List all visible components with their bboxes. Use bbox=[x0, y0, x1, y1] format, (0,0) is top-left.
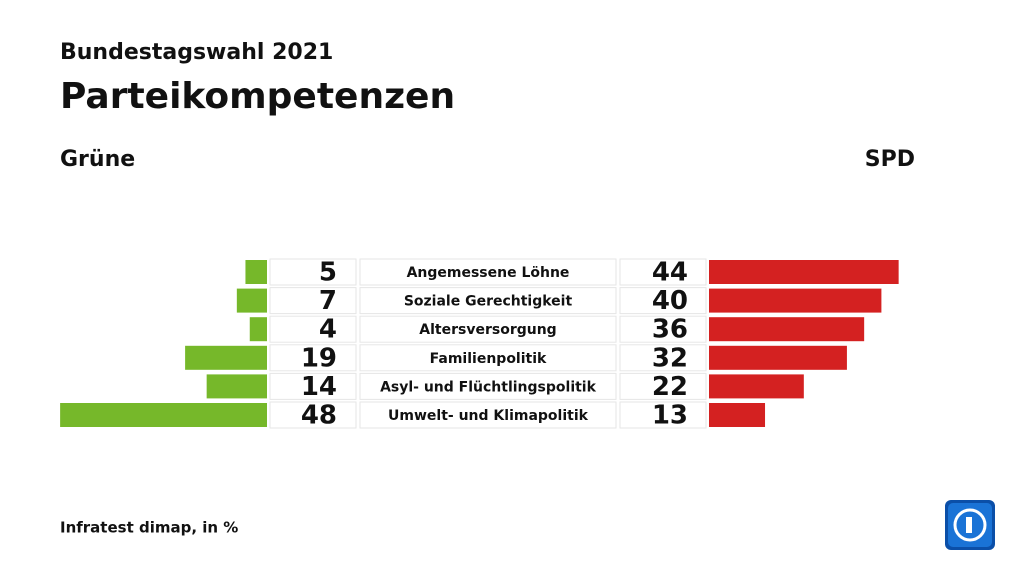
row-box bbox=[619, 258, 707, 286]
value-label: 44 bbox=[652, 258, 688, 288]
row-box bbox=[269, 401, 357, 429]
category-label: Asyl- und Flüchtlingspolitik bbox=[380, 379, 597, 395]
row-box bbox=[359, 401, 617, 429]
value-label: 32 bbox=[652, 343, 688, 373]
bar bbox=[249, 317, 267, 342]
bar bbox=[245, 260, 267, 284]
source-note: Infratest dimap, in % bbox=[60, 519, 238, 537]
category-label: Familienpolitik bbox=[430, 351, 547, 367]
row-box bbox=[359, 372, 617, 400]
category-label: Umwelt- und Klimapolitik bbox=[388, 408, 589, 424]
category-label: Altersversorgung bbox=[419, 322, 556, 338]
row-box bbox=[619, 401, 707, 429]
row-box bbox=[269, 258, 357, 286]
bar bbox=[709, 260, 899, 284]
row-box bbox=[269, 287, 357, 315]
value-label: 4 bbox=[319, 315, 337, 345]
logo bbox=[945, 500, 995, 550]
chart-title: Parteikompetenzen bbox=[60, 76, 455, 117]
category-label: Soziale Gerechtigkeit bbox=[404, 294, 573, 310]
bar bbox=[709, 345, 847, 370]
bar bbox=[236, 288, 267, 313]
value-label: 5 bbox=[319, 258, 337, 288]
bar bbox=[709, 374, 804, 399]
row-box bbox=[619, 344, 707, 372]
supertitle: Bundestagswahl 2021 bbox=[60, 40, 333, 65]
bar bbox=[709, 403, 766, 427]
value-label: 40 bbox=[652, 286, 688, 316]
row-box bbox=[359, 315, 617, 343]
row-box bbox=[359, 258, 617, 286]
value-label: 14 bbox=[301, 372, 337, 402]
category-label: Angemessene Löhne bbox=[407, 265, 570, 281]
value-label: 7 bbox=[319, 286, 337, 316]
left-series-label: Grüne bbox=[60, 147, 135, 172]
bar bbox=[185, 345, 267, 370]
value-label: 48 bbox=[301, 401, 337, 431]
bar bbox=[709, 288, 882, 313]
bar bbox=[60, 403, 268, 427]
value-label: 36 bbox=[652, 315, 688, 345]
bar bbox=[206, 374, 267, 399]
value-label: 22 bbox=[652, 372, 688, 402]
right-series-label: SPD bbox=[865, 147, 915, 172]
row-box bbox=[269, 344, 357, 372]
row-box bbox=[359, 287, 617, 315]
row-box bbox=[619, 315, 707, 343]
row-box bbox=[619, 372, 707, 400]
row-box bbox=[619, 287, 707, 315]
row-box bbox=[269, 315, 357, 343]
value-label: 19 bbox=[301, 343, 337, 373]
row-box bbox=[359, 344, 617, 372]
row-box bbox=[269, 372, 357, 400]
bar bbox=[709, 317, 865, 342]
value-label: 13 bbox=[652, 401, 688, 431]
